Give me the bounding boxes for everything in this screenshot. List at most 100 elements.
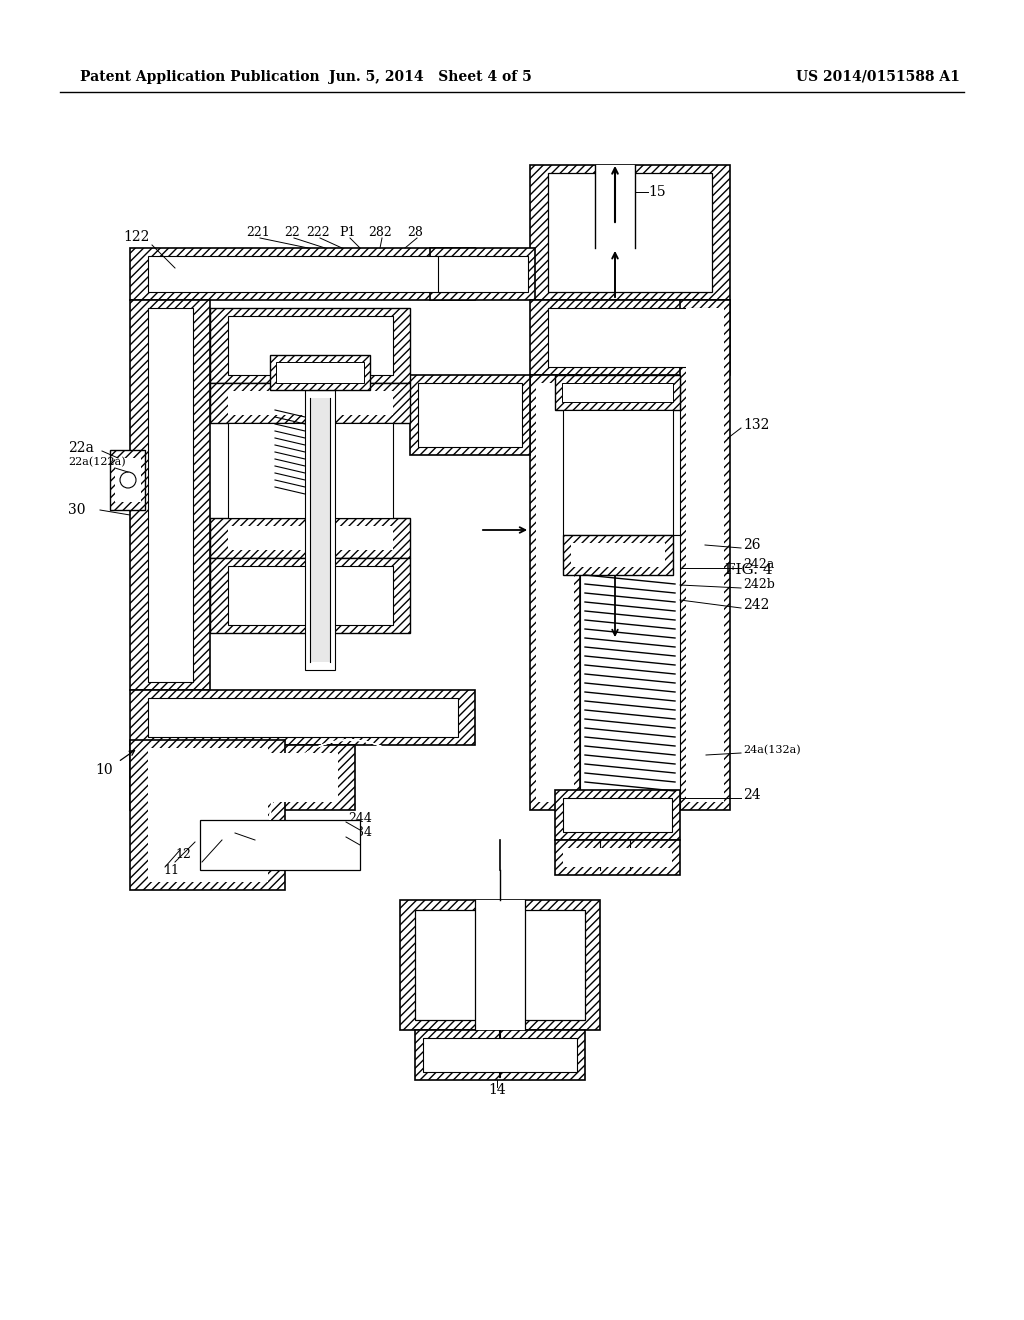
Text: 122: 122 [123,230,150,244]
Text: 10: 10 [95,763,113,777]
Bar [228,315,393,375]
Bar [228,391,393,414]
Bar [110,450,145,510]
Bar [571,543,665,568]
Text: Patent Application Publication: Patent Application Publication [80,70,319,84]
Bar [148,698,458,737]
Text: 242a: 242a [743,558,774,572]
Text: 24: 24 [743,788,761,803]
Bar [530,165,730,300]
Bar [530,375,580,810]
Text: FIG. 4: FIG. 4 [725,564,773,577]
Bar [563,535,673,576]
Bar [423,1038,577,1072]
Bar [563,847,672,867]
Bar [430,248,535,300]
Bar [563,799,672,832]
Bar [148,308,193,682]
Bar [210,383,410,422]
Text: 242b: 242b [743,578,775,591]
Bar [548,308,713,367]
Bar [563,411,673,535]
Bar [148,748,268,882]
Text: 13: 13 [200,849,216,862]
Text: 11a: 11a [238,824,261,837]
Text: 24a(132a): 24a(132a) [743,744,801,755]
Bar [305,389,335,671]
Bar [555,375,680,411]
Text: 22a: 22a [68,441,94,455]
Bar [228,566,393,624]
Text: 12: 12 [175,849,190,862]
Text: 22a(122a): 22a(122a) [68,457,126,467]
Bar [210,517,410,558]
Text: 26: 26 [743,539,761,552]
Bar [130,300,210,690]
Text: P1: P1 [340,227,356,239]
Text: 282: 282 [368,227,392,239]
Bar [148,752,338,803]
Bar [530,300,730,375]
Wedge shape [270,741,430,820]
Text: 28: 28 [408,227,423,239]
Bar [438,256,528,292]
Bar [210,308,410,383]
Bar [555,840,680,875]
Text: 15: 15 [648,185,666,199]
Bar [418,383,522,447]
Bar [410,375,530,455]
Bar [562,383,673,403]
Bar [228,566,393,624]
Bar [580,375,680,535]
Bar [228,315,393,375]
Bar [228,525,393,550]
Bar [276,362,364,383]
Bar [548,308,713,367]
Text: 134: 134 [348,826,372,840]
Bar [418,383,522,447]
Bar [130,248,475,300]
Bar [415,1030,585,1080]
Text: 132: 132 [743,418,769,432]
Bar [555,789,680,840]
Bar [423,1038,577,1072]
Bar [563,799,672,832]
Text: 14: 14 [488,1082,506,1097]
Text: 11: 11 [163,863,179,876]
Bar [580,535,680,810]
Text: 30: 30 [68,503,85,517]
Text: 222: 222 [306,227,330,239]
Bar [686,308,724,803]
Text: 22: 22 [284,227,300,239]
Bar [130,741,285,890]
Bar [562,383,673,403]
Text: 244: 244 [348,812,372,825]
Bar [475,900,525,1030]
Bar [415,909,585,1020]
Bar [148,308,193,682]
Bar [536,383,574,803]
Bar [210,558,410,634]
Bar [200,820,360,870]
Bar [310,399,330,663]
Text: 242: 242 [743,598,769,612]
Bar [548,173,712,292]
Text: Jun. 5, 2014   Sheet 4 of 5: Jun. 5, 2014 Sheet 4 of 5 [329,70,531,84]
Bar [438,256,528,292]
Bar [130,690,475,744]
Circle shape [120,473,136,488]
Text: US 2014/0151588 A1: US 2014/0151588 A1 [796,70,961,84]
Bar [148,256,458,292]
Bar [130,744,355,810]
Bar [548,173,712,292]
Bar [276,362,364,383]
Bar [595,165,635,248]
Bar [148,256,458,292]
Bar [680,300,730,810]
Bar [415,909,585,1020]
Text: 221: 221 [246,227,270,239]
Bar [228,422,393,517]
Bar [270,355,370,389]
Bar [115,458,141,502]
Bar [148,698,458,737]
